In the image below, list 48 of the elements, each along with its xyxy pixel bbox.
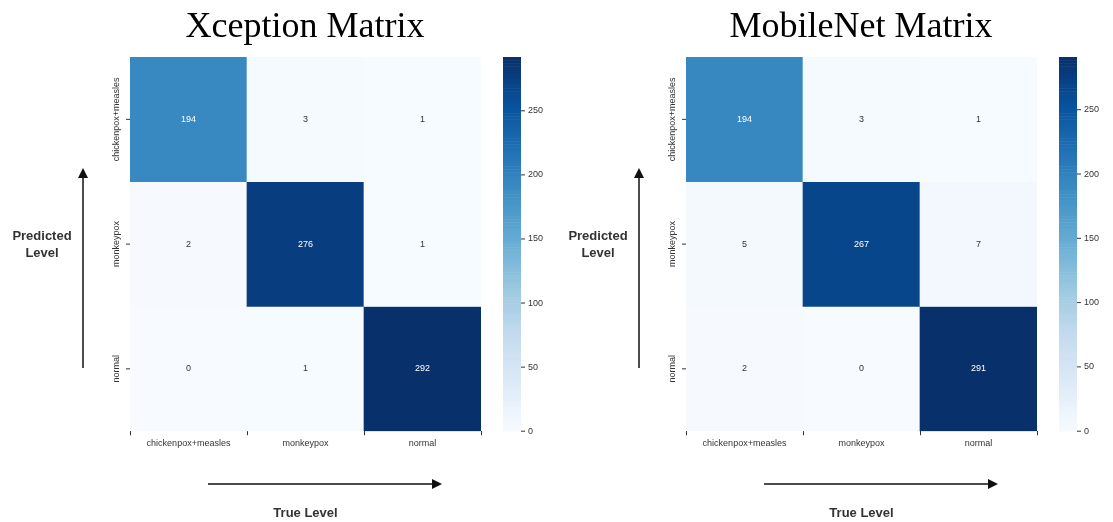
data-label: 267 xyxy=(853,238,870,249)
data-label: 194 xyxy=(736,113,753,124)
y-tick-label: monkeypox xyxy=(666,220,677,268)
y-tick-label: normal xyxy=(110,355,121,383)
color-bar-label: 100 xyxy=(1084,297,1100,308)
x-axis-title: True Level xyxy=(829,504,894,520)
color-bar-label: 250 xyxy=(528,105,544,116)
color-bar-label: 200 xyxy=(1084,168,1100,179)
data-label: 0 xyxy=(185,363,192,374)
data-label: 2 xyxy=(185,238,192,249)
color-bar-label: 100 xyxy=(528,297,544,308)
y-tick-label: monkeypox xyxy=(110,220,121,268)
data-label: 1 xyxy=(975,113,982,124)
data-label: 3 xyxy=(858,113,865,124)
data-label: 276 xyxy=(297,238,314,249)
x-tick-label: chickenpox+measles xyxy=(702,438,787,449)
data-label: 3 xyxy=(302,113,309,124)
x-tick-label: monkeypox xyxy=(282,438,330,449)
x-axis-title: True Level xyxy=(273,504,338,520)
data-label: 1 xyxy=(419,238,426,249)
chart-title: MobileNet Matrix xyxy=(728,4,994,46)
data-label: 291 xyxy=(970,363,987,374)
data-label: 7 xyxy=(975,238,982,249)
color-bar-label: 150 xyxy=(1084,232,1100,243)
chart-title: Xception Matrix xyxy=(184,4,426,46)
color-bar-label: 0 xyxy=(528,425,534,436)
color-bar-label: 50 xyxy=(528,361,539,372)
data-label: 1 xyxy=(419,113,426,124)
color-bar-label: 0 xyxy=(1084,425,1090,436)
data-label: 2 xyxy=(741,363,748,374)
x-tick-label: normal xyxy=(964,438,993,449)
data-label: 1 xyxy=(302,363,309,374)
data-label: 194 xyxy=(180,113,197,124)
y-axis-title: Predicted Level xyxy=(12,227,72,260)
x-tick-label: monkeypox xyxy=(838,438,886,449)
y-tick-label: chickenpox+measles xyxy=(110,76,121,162)
x-tick-label: chickenpox+measles xyxy=(146,438,231,449)
y-axis-title: Predicted Level xyxy=(568,227,628,260)
data-label: 0 xyxy=(858,363,865,374)
color-bar-label: 50 xyxy=(1084,361,1095,372)
color-bar-label: 150 xyxy=(528,233,544,244)
y-tick-label: normal xyxy=(666,355,677,383)
data-label: 5 xyxy=(741,238,748,249)
x-tick-label: normal xyxy=(408,438,437,449)
y-tick-label: chickenpox+measles xyxy=(666,76,677,162)
color-bar-label: 250 xyxy=(1084,104,1100,115)
data-label: 292 xyxy=(414,363,431,374)
color-bar-label: 200 xyxy=(528,169,544,180)
